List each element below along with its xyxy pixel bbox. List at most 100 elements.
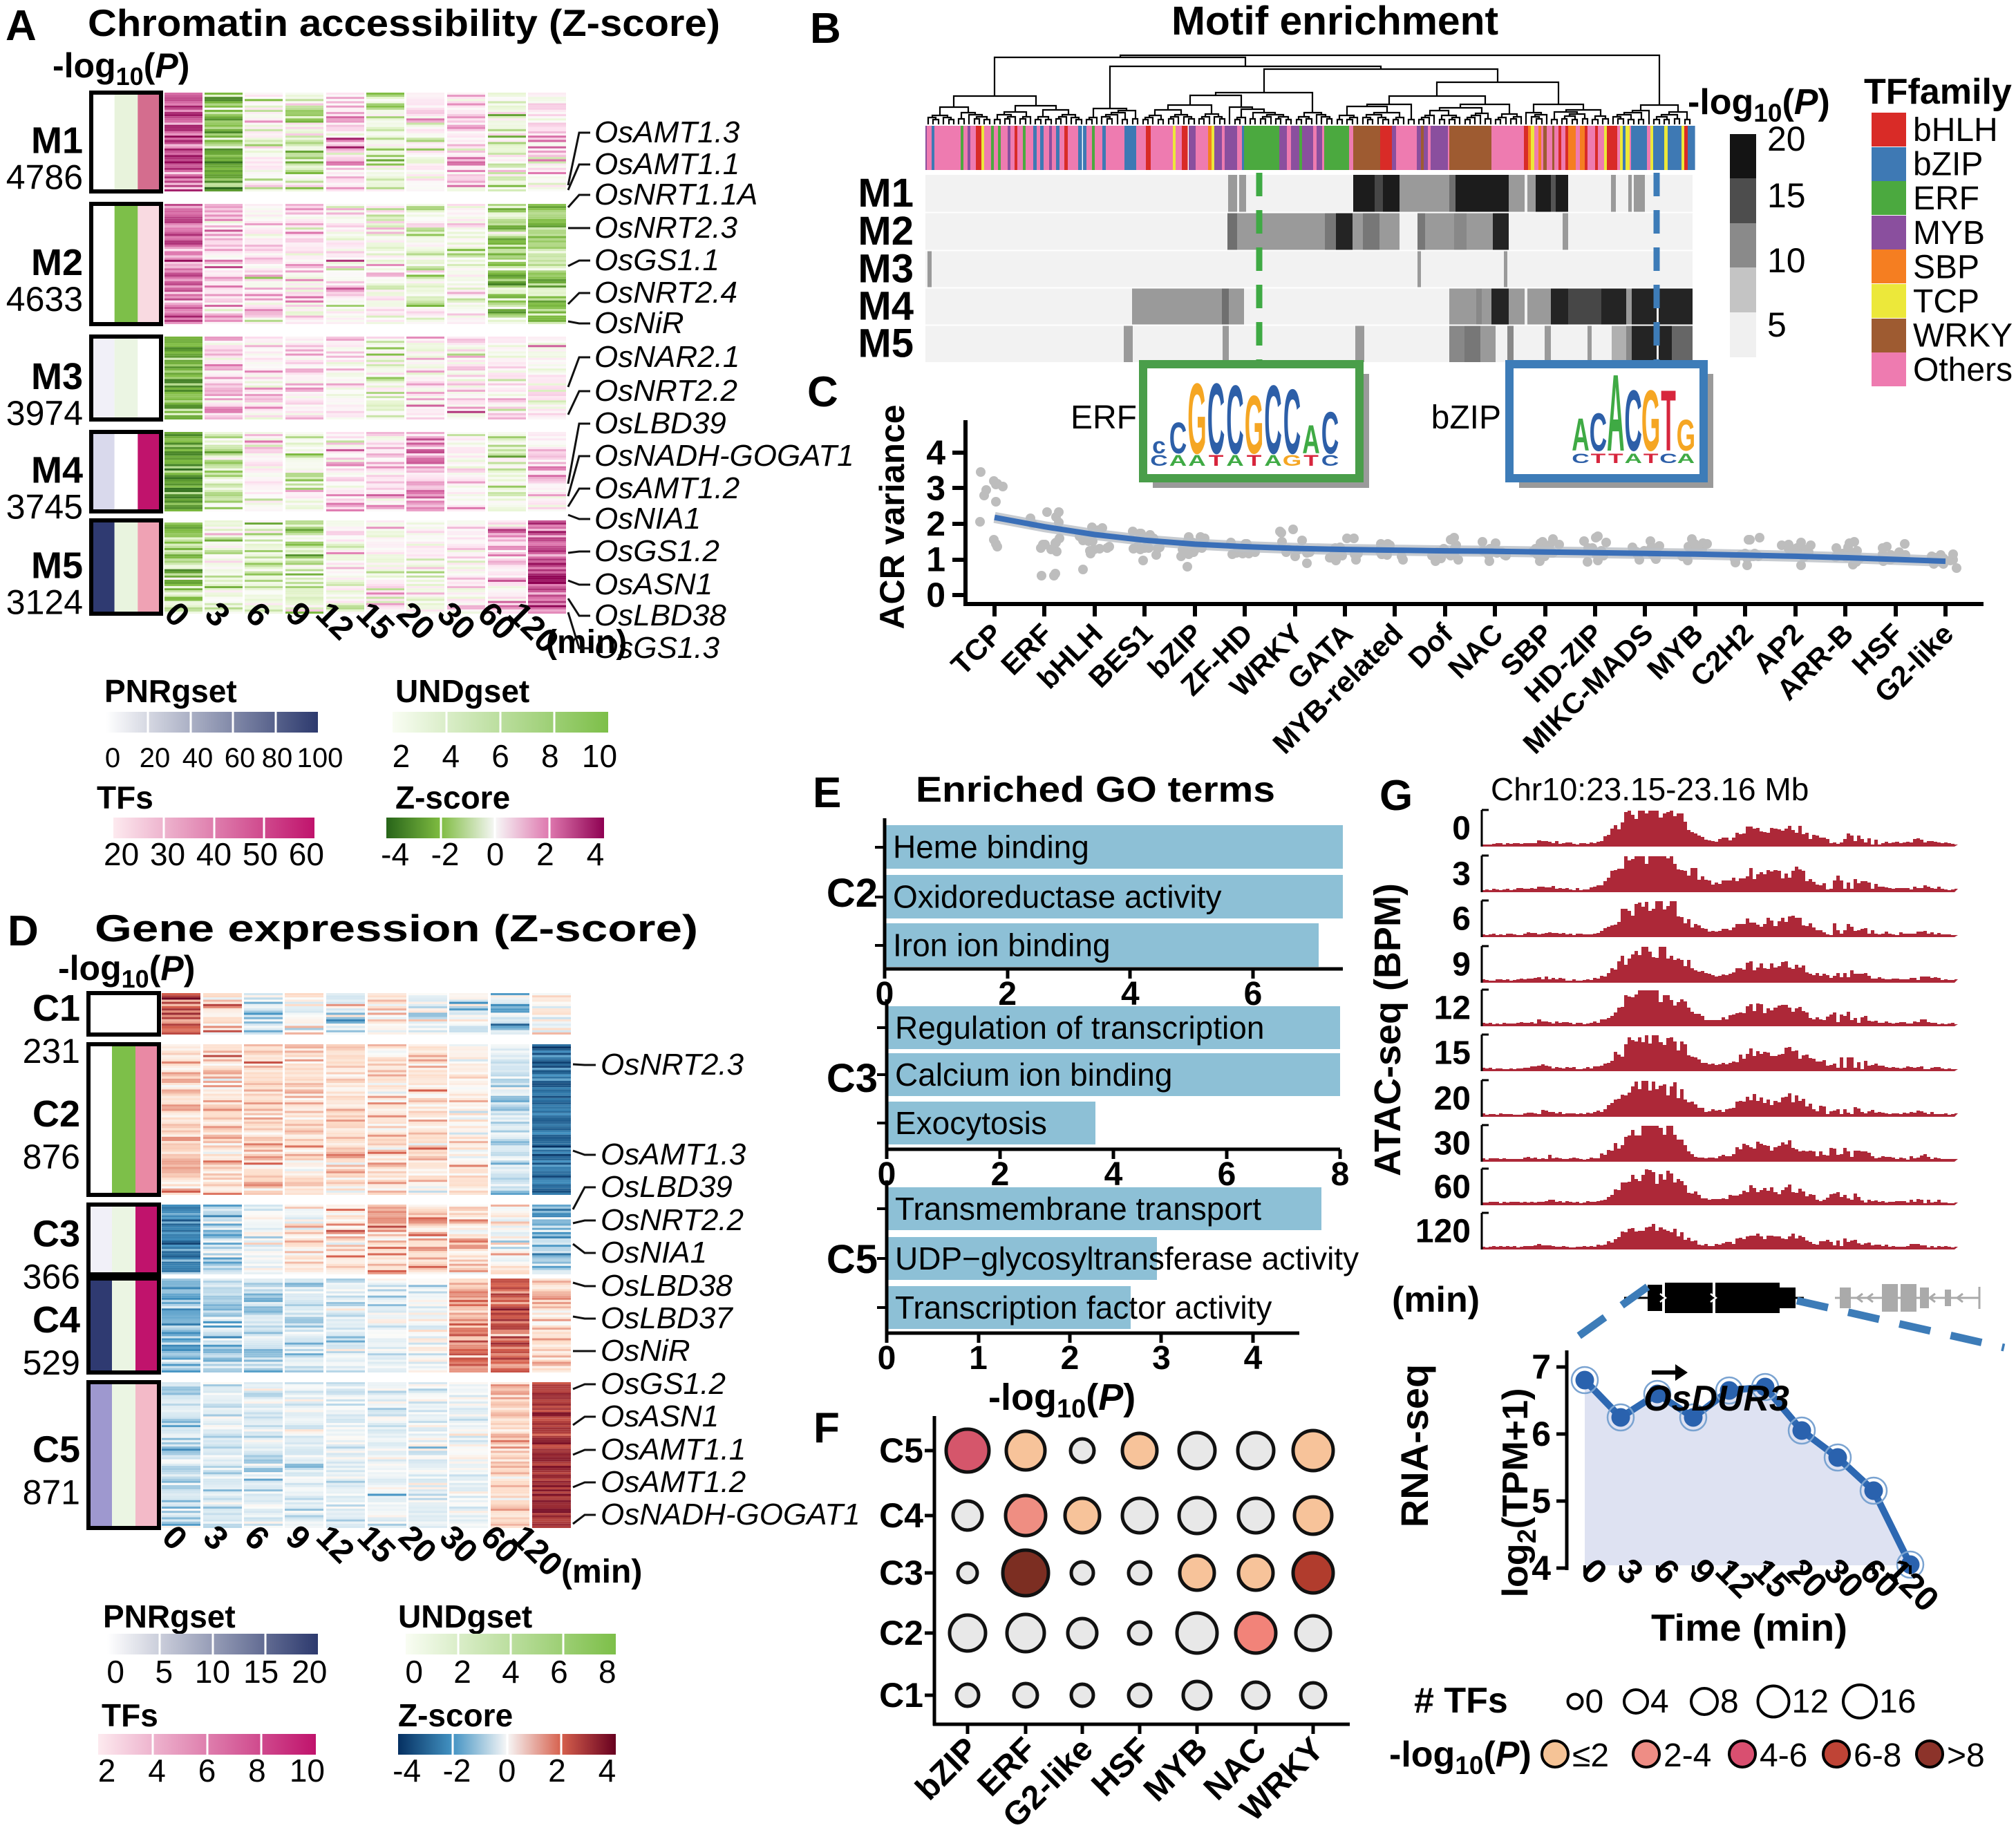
- svg-text:60: 60: [289, 836, 324, 872]
- svg-text:OsNRT2.3: OsNRT2.3: [601, 1048, 744, 1082]
- svg-text:bHLH: bHLH: [1913, 112, 1998, 149]
- svg-text:M2: M2: [31, 242, 83, 283]
- svg-text:OsLBD38: OsLBD38: [594, 598, 726, 632]
- svg-text:-2: -2: [443, 1753, 471, 1789]
- svg-text:40: 40: [182, 743, 214, 773]
- svg-text:bZIP: bZIP: [1431, 399, 1501, 436]
- svg-text:M5: M5: [31, 545, 83, 587]
- svg-text:0: 0: [487, 836, 505, 872]
- svg-text:3974: 3974: [6, 394, 83, 433]
- svg-text:OsAMT1.3: OsAMT1.3: [601, 1138, 746, 1171]
- svg-text:40: 40: [196, 836, 232, 872]
- svg-text:-4: -4: [381, 836, 409, 872]
- svg-text:M1: M1: [31, 120, 83, 162]
- svg-text:0: 0: [498, 1753, 516, 1789]
- svg-text:OsASN1: OsASN1: [601, 1399, 719, 1433]
- svg-text:20: 20: [140, 743, 171, 773]
- svg-text:OsNRT2.3: OsNRT2.3: [594, 211, 738, 245]
- svg-text:OsNRT1.1A: OsNRT1.1A: [594, 178, 757, 211]
- svg-text:20: 20: [292, 1654, 327, 1690]
- svg-text:TFs: TFs: [102, 1697, 158, 1733]
- svg-text:8: 8: [541, 738, 559, 774]
- svg-text:B: B: [810, 5, 841, 53]
- svg-text:A: A: [1188, 452, 1206, 469]
- svg-text:C5: C5: [32, 1429, 80, 1471]
- svg-text:-2: -2: [431, 836, 460, 872]
- svg-text:0: 0: [106, 1654, 124, 1690]
- svg-text:SBP: SBP: [1913, 249, 1979, 285]
- svg-text:4633: 4633: [6, 280, 83, 319]
- svg-text:OsNRT2.2: OsNRT2.2: [594, 374, 737, 408]
- svg-text:OsNIA1: OsNIA1: [601, 1236, 707, 1270]
- svg-text:C2: C2: [32, 1093, 80, 1135]
- svg-text:M3: M3: [31, 356, 83, 397]
- svg-text:OsNADH-GOGAT1: OsNADH-GOGAT1: [601, 1498, 860, 1531]
- svg-text:4786: 4786: [6, 158, 83, 197]
- svg-text:ERF: ERF: [1071, 399, 1137, 436]
- svg-text:UNDgset: UNDgset: [398, 1598, 532, 1634]
- svg-text:10: 10: [195, 1654, 230, 1690]
- svg-text:8: 8: [248, 1753, 266, 1789]
- svg-text:2: 2: [453, 1654, 471, 1690]
- svg-text:30: 30: [150, 836, 185, 872]
- svg-text:231: 231: [23, 1032, 80, 1070]
- svg-text:876: 876: [23, 1138, 80, 1176]
- svg-text:PNRgset: PNRgset: [104, 673, 237, 709]
- svg-text:15: 15: [1767, 176, 1806, 215]
- svg-text:OsLBD39: OsLBD39: [594, 406, 726, 440]
- svg-text:6: 6: [550, 1654, 568, 1690]
- svg-text:8: 8: [599, 1654, 616, 1690]
- svg-text:MYB: MYB: [1913, 215, 1985, 252]
- svg-text:OsNADH-GOGAT1: OsNADH-GOGAT1: [594, 439, 854, 473]
- svg-text:M4: M4: [31, 450, 83, 491]
- svg-text:Others: Others: [1913, 352, 2013, 388]
- svg-text:OsAMT1.1: OsAMT1.1: [601, 1433, 746, 1466]
- svg-text:OsGS1.1: OsGS1.1: [594, 243, 719, 277]
- svg-text:OsNAR2.1: OsNAR2.1: [594, 340, 739, 374]
- svg-text:OsASN1: OsASN1: [594, 567, 713, 601]
- svg-text:C4: C4: [32, 1299, 80, 1341]
- svg-text:OsLBD37: OsLBD37: [601, 1301, 733, 1335]
- svg-text:bZIP: bZIP: [1913, 147, 1983, 183]
- svg-text:OsNRT2.4: OsNRT2.4: [594, 276, 737, 310]
- svg-text:OsNIA1: OsNIA1: [594, 502, 701, 536]
- svg-text:C3: C3: [32, 1214, 80, 1255]
- svg-text:0: 0: [105, 743, 120, 773]
- svg-text:PNRgset: PNRgset: [103, 1598, 236, 1634]
- svg-text:871: 871: [23, 1473, 80, 1512]
- svg-text:OsGS1.2: OsGS1.2: [601, 1367, 726, 1401]
- svg-text:5: 5: [1767, 305, 1787, 344]
- svg-text:OsNiR: OsNiR: [594, 306, 684, 340]
- svg-text:4: 4: [599, 1753, 616, 1789]
- svg-text:WRKY: WRKY: [1913, 318, 2013, 355]
- svg-text:4: 4: [148, 1753, 166, 1789]
- svg-text:TCP: TCP: [1913, 283, 1979, 320]
- svg-text:Z-score: Z-score: [395, 780, 510, 815]
- svg-text:2: 2: [536, 836, 554, 872]
- svg-text:80: 80: [262, 743, 293, 773]
- svg-text:A: A: [1169, 452, 1187, 469]
- svg-text:OsLBD39: OsLBD39: [601, 1170, 733, 1204]
- svg-text:OsLBD38: OsLBD38: [601, 1269, 733, 1303]
- svg-text:OsNRT2.2: OsNRT2.2: [601, 1203, 744, 1237]
- svg-text:OsAMT1.2: OsAMT1.2: [594, 471, 739, 505]
- svg-text:C: C: [1150, 452, 1168, 469]
- svg-text:20: 20: [1767, 120, 1806, 158]
- svg-text:(min): (min): [561, 1554, 642, 1590]
- svg-text:Chromatin accessibility (Z-sco: Chromatin accessibility (Z-score): [88, 1, 720, 44]
- svg-text:T: T: [1209, 452, 1224, 469]
- svg-text:10: 10: [582, 738, 617, 774]
- svg-text:529: 529: [23, 1343, 80, 1382]
- svg-text:4: 4: [587, 836, 605, 872]
- svg-text:60: 60: [225, 743, 256, 773]
- svg-text:10: 10: [1767, 241, 1806, 280]
- svg-text:-4: -4: [393, 1753, 421, 1789]
- svg-text:OsAMT1.2: OsAMT1.2: [601, 1465, 746, 1499]
- svg-text:A: A: [1226, 452, 1244, 469]
- svg-text:4: 4: [442, 738, 460, 774]
- svg-text:2: 2: [548, 1753, 566, 1789]
- svg-text:Gene expression (Z-score): Gene expression (Z-score): [95, 907, 698, 950]
- svg-text:C1: C1: [32, 988, 80, 1029]
- svg-text:2: 2: [98, 1753, 116, 1789]
- svg-text:ERF: ERF: [1913, 180, 1979, 217]
